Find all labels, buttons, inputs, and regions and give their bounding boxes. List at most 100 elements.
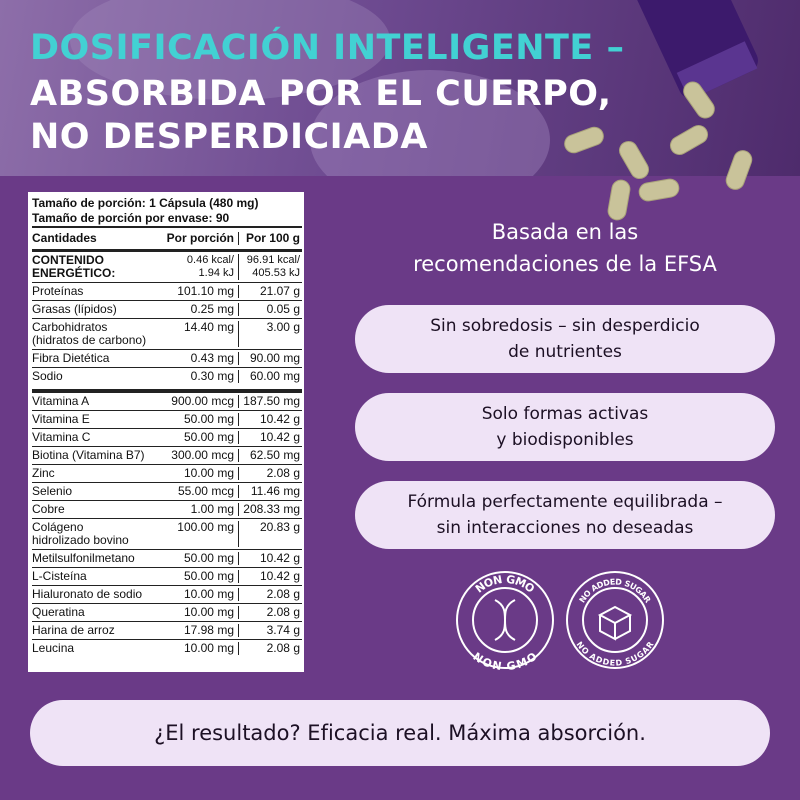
table-cell: Sodio	[32, 369, 63, 383]
table-cell: 0.43 mg	[160, 352, 239, 365]
badge-label: NO ADDED SUGAR	[575, 640, 656, 668]
table-row: CONTENIDO ENERGÉTICO: 0.46 kcal/ 1.94 kJ 9…	[32, 251, 302, 282]
table-cell: Fibra Dietética	[32, 351, 110, 365]
hero-art	[70, 0, 758, 176]
column-header: Por 100 g	[245, 231, 300, 245]
badge-text: NO ADDED SUGAR	[578, 577, 653, 604]
table-cell: 2.08 g	[266, 466, 300, 480]
table-cell: Vitamina A	[32, 394, 90, 408]
table-row: Biotina (Vitamina B7) 300.00 mcg 62.50 mg	[32, 446, 302, 464]
table-row: Vitamina E 50.00 mg 10.42 g	[32, 410, 302, 428]
table-row: Harina de arroz 17.98 mg 3.74 g	[32, 621, 302, 639]
table-row: Sodio 0.30 mg 60.00 mg	[32, 367, 302, 385]
table-row: Grasas (lípidos) 0.25 mg 0.05 g	[32, 300, 302, 318]
table-cell: 10.42 g	[259, 430, 300, 444]
footer-banner: ¿El resultado? Eficacia real. Máxima abs…	[30, 700, 770, 766]
table-row: Vitamina C 50.00 mg 10.42 g	[32, 428, 302, 446]
table-cell: 10.42 g	[259, 569, 300, 583]
table-cell: 20.83 g	[259, 520, 300, 534]
intro: Basada en las	[491, 220, 639, 244]
table-row: Leucina 10.00 mg 2.08 g	[32, 639, 302, 657]
benefit-text: de nutrientes	[508, 342, 622, 362]
table-cell: 17.98 mg	[160, 624, 239, 637]
benefit-text: y biodisponibles	[496, 430, 634, 450]
table-row: Fibra Dietética 0.43 mg 90.00 mg	[32, 349, 302, 367]
table-cell: 50.00 mg	[160, 431, 239, 444]
benefit-text: Fórmula perfectamente equilibrada –	[407, 492, 723, 512]
table-cell: 100.00 mg	[160, 521, 239, 547]
headline: ABSORBIDA POR EL CUERPO,	[30, 74, 612, 114]
table-cell: 11.46 mg	[250, 484, 300, 498]
table-cell: Cobre	[32, 502, 65, 516]
serving-size: Tamaño de porción: 1 Cápsula (480 mg)	[32, 196, 259, 210]
table-cell: Leucina	[32, 641, 75, 655]
table-cell: Carbohidratos (hidratos de carbono)	[32, 320, 147, 347]
table-cell: Grasas (lípidos)	[32, 302, 117, 316]
table-cell: Biotina (Vitamina B7)	[32, 448, 145, 462]
table-cell: 0.30 mg	[160, 370, 239, 383]
table-cell: 2.08 g	[266, 641, 300, 655]
table-row: Carbohidratos (hidratos de carbono) 14.40…	[32, 318, 302, 349]
table-cell: Vitamina C	[32, 430, 91, 444]
table-cell: 55.00 mcg	[160, 485, 239, 498]
column-header: Cantidades	[32, 231, 97, 245]
table-cell: 187.50 mg	[243, 394, 300, 408]
table-cell: L-Cisteína	[32, 569, 87, 583]
table-cell: Selenio	[32, 484, 73, 498]
table-cell: 1.00 mg	[160, 503, 239, 516]
hero: DOSIFICACIÓN INTELIGENTE – ABSORBIDA POR…	[0, 0, 800, 176]
table-cell: 2.08 g	[266, 605, 300, 619]
intro: recomendaciones de la EFSA	[413, 252, 717, 276]
headline: NO DESPERDICIADA	[30, 117, 428, 157]
table-cell: 10.00 mg	[160, 606, 239, 619]
table-cell: Colágeno hidrolizado bovino	[32, 520, 129, 547]
table-cell: 2.08 g	[266, 587, 300, 601]
table-row: Cobre 1.00 mg 208.33 mg	[32, 500, 302, 518]
table-cell: 0.46 kcal/ 1.94 kJ	[160, 254, 239, 280]
table-cell: 62.50 mg	[249, 448, 300, 462]
benefit-pill: Fórmula perfectamente equilibrada – sin i…	[355, 481, 775, 549]
table-row: Vitamina A 900.00 mcg 187.50 mg	[32, 389, 302, 410]
nutrition-table: Tamaño de porción: 1 Cápsula (480 mg) Tam…	[28, 192, 304, 672]
table-cell: 21.07 g	[259, 284, 300, 298]
badge-text: NON GMO	[471, 650, 540, 673]
table-cell: 14.40 mg	[160, 321, 239, 347]
table-cell: Queratina	[32, 605, 85, 619]
table-cell: CONTENIDO ENERGÉTICO:	[32, 253, 116, 280]
serving-size: Tamaño de porción por envase: 90	[32, 211, 230, 225]
table-cell: 10.42 g	[259, 551, 300, 565]
table-cell: 0.25 mg	[160, 303, 239, 316]
badge-label: NON GMO	[473, 573, 537, 596]
badge-text: NON GMO	[473, 573, 537, 596]
benefit-text: sin interacciones no deseadas	[436, 518, 694, 538]
benefit-pill: Solo formas activas y biodisponibles	[355, 393, 775, 461]
table-cell: 101.10 mg	[160, 285, 239, 298]
table-row: Selenio 55.00 mcg 11.46 mg	[32, 482, 302, 500]
table-row: Metilsulfonilmetano 50.00 mg 10.42 g	[32, 549, 302, 567]
table-cell: Vitamina E	[32, 412, 90, 426]
table-cell: 50.00 mg	[160, 413, 239, 426]
table-cell: Hialuronato de sodio	[32, 587, 143, 601]
benefit-text: Solo formas activas	[481, 404, 649, 424]
capsules	[564, 81, 753, 221]
table-cell: 10.00 mg	[160, 588, 239, 601]
table-row: Proteínas 101.10 mg 21.07 g	[32, 282, 302, 300]
badge-text: NO ADDED SUGAR	[575, 640, 656, 668]
badge-label: NO ADDED SUGAR	[578, 577, 653, 604]
headline: DOSIFICACIÓN INTELIGENTE –	[30, 28, 625, 68]
badge-label: NON GMO	[471, 650, 540, 673]
table-row: Zinc 10.00 mg 2.08 g	[32, 464, 302, 482]
table-cell: 96.91 kcal/ 405.53 kJ	[246, 254, 300, 279]
table-cell: Metilsulfonilmetano	[32, 551, 135, 565]
table-cell: 10.00 mg	[160, 467, 239, 480]
table-cell: 900.00 mcg	[160, 395, 239, 408]
column-header: Por porción	[160, 232, 239, 245]
benefit-text: Sin sobredosis – sin desperdicio	[430, 316, 700, 336]
benefit-pill: Sin sobredosis – sin desperdicio de nutri…	[355, 305, 775, 373]
table-cell: 3.74 g	[266, 623, 300, 637]
table-cell: 300.00 mcg	[160, 449, 239, 462]
table-cell: 0.05 g	[266, 302, 300, 316]
table-cell: 60.00 mg	[249, 369, 300, 383]
table-cell: 3.00 g	[266, 320, 300, 334]
